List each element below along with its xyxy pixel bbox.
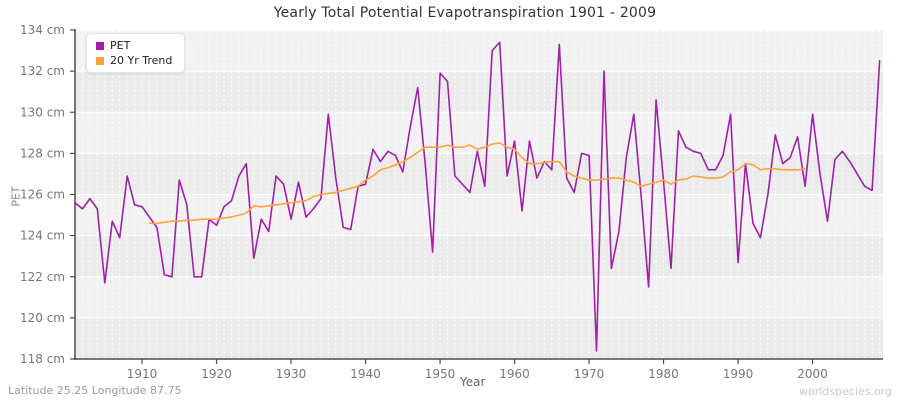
x-tick-label: 1930 — [276, 367, 307, 381]
x-tick-label: 1970 — [574, 367, 605, 381]
y-tick-label: 132 cm — [20, 64, 65, 78]
plot-band — [75, 276, 883, 318]
plot-band — [75, 235, 883, 277]
y-tick-label: 122 cm — [20, 270, 65, 284]
plot-band — [75, 112, 883, 154]
y-tick-label: 124 cm — [20, 229, 65, 243]
y-tick-label: 128 cm — [20, 146, 65, 160]
y-tick-label: 134 cm — [20, 23, 65, 37]
legend-item-trend: 20 Yr Trend — [96, 53, 172, 68]
x-axis-title: Year — [460, 375, 486, 389]
chart-title: Yearly Total Potential Evapotranspiratio… — [273, 5, 657, 21]
y-axis-title: PET — [9, 186, 23, 207]
plot-band — [75, 30, 883, 72]
x-tick-label: 1920 — [201, 367, 232, 381]
y-tick-label: 118 cm — [20, 352, 65, 366]
legend-label-trend: 20 Yr Trend — [110, 54, 173, 67]
legend-label-pet: PET — [110, 39, 131, 52]
plot-band — [75, 194, 883, 236]
x-tick-label: 2000 — [797, 367, 828, 381]
y-tick-label: 120 cm — [20, 311, 65, 325]
trend-line — [148, 142, 806, 225]
y-tick-label: 130 cm — [20, 105, 65, 119]
plot-band — [75, 71, 883, 113]
legend-item-pet: PET — [96, 38, 172, 53]
x-tick-label: 1960 — [499, 367, 530, 381]
trend-swatch-icon — [96, 56, 104, 65]
plot-band — [75, 317, 883, 359]
x-tick-label: 1940 — [350, 367, 381, 381]
legend: PET 20 Yr Trend — [86, 33, 186, 73]
x-tick-label: 1950 — [425, 367, 456, 381]
footer-watermark: worldspecies.org — [799, 385, 892, 398]
x-tick-label: 1910 — [127, 367, 158, 381]
pet-swatch-icon — [96, 41, 104, 50]
footer-coordinates: Latitude 25.25 Longitude 87.75 — [8, 384, 182, 397]
x-tick-label: 1980 — [648, 367, 679, 381]
y-tick-label: 126 cm — [20, 188, 65, 202]
x-tick-label: 1990 — [723, 367, 754, 381]
